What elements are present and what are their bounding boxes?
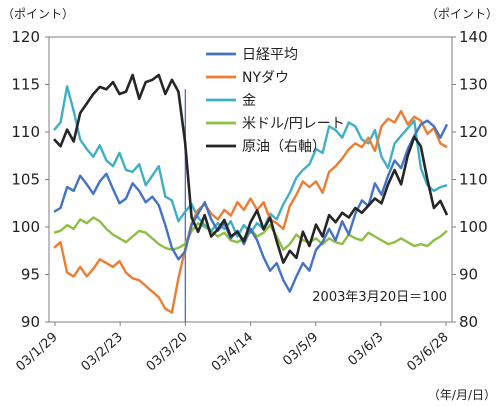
right-tick-label: 100 — [459, 218, 488, 236]
right-tick-label: 140 — [459, 28, 488, 46]
legend-label: 金 — [242, 93, 256, 109]
x-axis: 03/1/29 03/2/23 03/3/20 03/4/14 03/5/9 03/6/3… — [13, 322, 452, 375]
left-tick-label: 105 — [11, 171, 40, 189]
left-axis: 90 95 100 105 110 115 120 — [11, 28, 49, 331]
right-tick-label: 80 — [459, 313, 478, 331]
left-tick-label: 110 — [11, 123, 40, 141]
x-axis-unit: （年/月/日） — [428, 388, 496, 402]
x-tick-label: 03/3/20 — [144, 330, 191, 375]
legend-label: NYダウ — [242, 70, 289, 86]
series-layer — [53, 73, 449, 314]
right-tick-label: 90 — [459, 266, 478, 284]
series-line-1 — [53, 109, 448, 314]
legend-label: 米ドル/円レート — [242, 116, 345, 132]
baseline-annotation: 2003年3月20日＝100 — [312, 290, 447, 305]
left-axis-unit: （ポイント） — [2, 7, 74, 21]
left-tick-label: 115 — [11, 76, 40, 94]
left-tick-label: 95 — [21, 266, 40, 284]
right-tick-label: 120 — [459, 123, 488, 141]
x-tick-label: 03/5/9 — [280, 330, 321, 369]
left-tick-label: 90 — [21, 313, 40, 331]
series-line-0 — [53, 119, 449, 293]
x-tick-label: 03/1/29 — [13, 330, 60, 375]
right-tick-label: 130 — [459, 76, 488, 94]
x-tick-label: 03/2/23 — [79, 330, 126, 375]
x-tick-label: 03/6/28 — [404, 330, 451, 375]
right-axis: 80 90 100 110 120 130 140 — [452, 28, 488, 331]
x-tick-label: 03/6/3 — [345, 330, 386, 369]
legend-label: 原油（右軸） — [242, 139, 326, 155]
left-tick-label: 100 — [11, 218, 40, 236]
left-tick-label: 120 — [11, 28, 40, 46]
right-axis-unit: （ポイント） — [426, 7, 498, 21]
right-tick-label: 110 — [459, 171, 488, 189]
series-line-2 — [53, 85, 448, 238]
series-line-4 — [53, 73, 449, 264]
legend-label: 日経平均 — [242, 47, 298, 63]
x-tick-label: 03/4/14 — [209, 330, 256, 375]
